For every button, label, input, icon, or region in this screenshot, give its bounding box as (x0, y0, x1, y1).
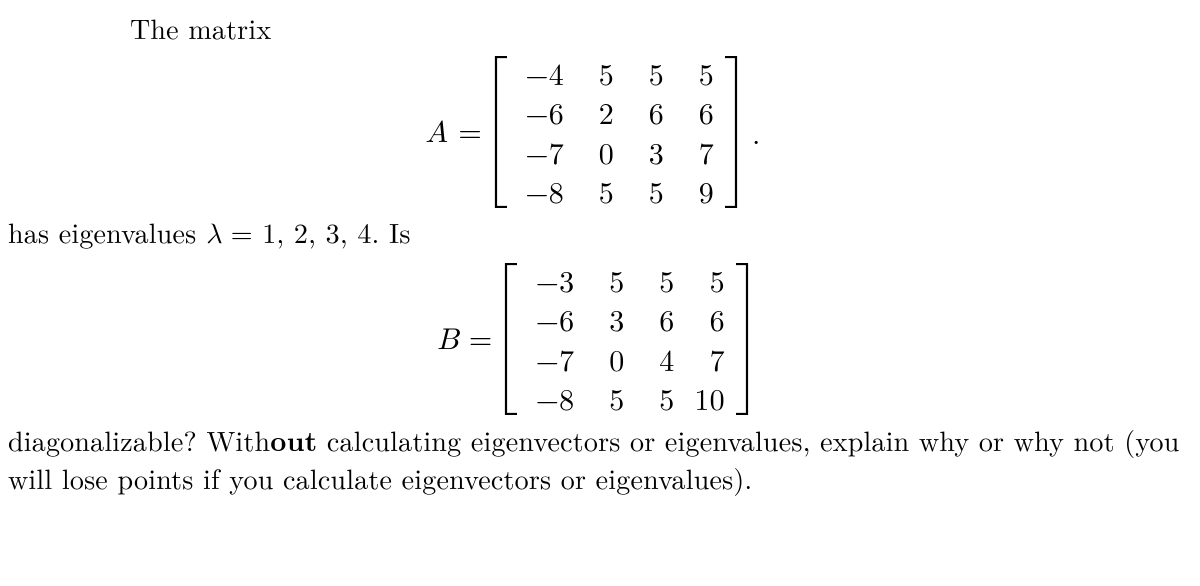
matrix-cell: −6 (518, 93, 564, 131)
eigen-values: = 1, 2, 3, 4. Is (221, 212, 410, 252)
final-paragraph: diagonalizable? Without calculating eige… (6, 421, 1180, 498)
matrix-cell: 10 (694, 379, 724, 417)
matrix-A-label: A = (426, 110, 484, 154)
matrix-A-period: . (748, 112, 761, 153)
matrix-cell: 5 (594, 261, 624, 299)
matrix-cell: 6 (694, 300, 724, 338)
eigen-prefix: has eigenvalues (8, 212, 206, 252)
matrix-cell: 5 (644, 379, 674, 417)
equals-sign: = (458, 108, 482, 151)
final-text-1: diagonalizable? With (8, 420, 270, 460)
equals-sign: = (469, 315, 493, 358)
matrix-cell: 7 (694, 340, 724, 378)
right-bracket-icon (724, 56, 738, 208)
matrix-B-grid: −3555−6366−7047−85510 (528, 261, 724, 417)
matrix-cell: −8 (528, 379, 574, 417)
matrix-A-block: A = −4555−6266−7037−8559 . (6, 54, 1180, 210)
matrix-A-grid: −4555−6266−7037−8559 (518, 54, 714, 210)
matrix-cell: 0 (584, 133, 614, 171)
matrix-cell: 3 (594, 300, 624, 338)
lambda-symbol: λ (206, 221, 221, 249)
matrix-cell: −3 (528, 261, 574, 299)
intro-line: The matrix (6, 10, 1180, 48)
eigenvalue-line: has eigenvalues λ = 1, 2, 3, 4. Is (6, 214, 1180, 255)
matrix-cell: −8 (518, 172, 564, 210)
matrix-cell: 4 (644, 340, 674, 378)
left-bracket-icon (494, 56, 508, 208)
matrix-cell: 9 (684, 172, 714, 210)
matrix-cell: 3 (634, 133, 664, 171)
matrix-cell: 6 (644, 300, 674, 338)
symbol-B: B (437, 325, 458, 355)
matrix-cell: 5 (584, 54, 614, 92)
document-page: The matrix A = −4555−6266−7037−8559 . ha… (0, 0, 1200, 508)
matrix-B-block: B = −3555−6366−7047−85510 (6, 261, 1180, 417)
matrix-B-label: B = (437, 317, 494, 361)
intro-text: The matrix (130, 8, 271, 48)
symbol-A: A (426, 118, 449, 148)
matrix-cell: −4 (518, 54, 564, 92)
matrix-cell: −7 (528, 340, 574, 378)
matrix-cell: 5 (594, 379, 624, 417)
matrix-cell: −7 (518, 133, 564, 171)
matrix-cell: 5 (644, 261, 674, 299)
matrix-cell: −6 (528, 300, 574, 338)
matrix-cell: 0 (594, 340, 624, 378)
matrix-cell: 7 (684, 133, 714, 171)
matrix-cell: 5 (584, 172, 614, 210)
matrix-cell: 5 (634, 54, 664, 92)
matrix-cell: 6 (634, 93, 664, 131)
right-bracket-icon (735, 263, 749, 415)
matrix-cell: 5 (684, 54, 714, 92)
final-bold: out (270, 420, 317, 460)
matrix-cell: 6 (684, 93, 714, 131)
matrix-cell: 5 (634, 172, 664, 210)
left-bracket-icon (504, 263, 518, 415)
matrix-cell: 2 (584, 93, 614, 131)
matrix-cell: 5 (694, 261, 724, 299)
